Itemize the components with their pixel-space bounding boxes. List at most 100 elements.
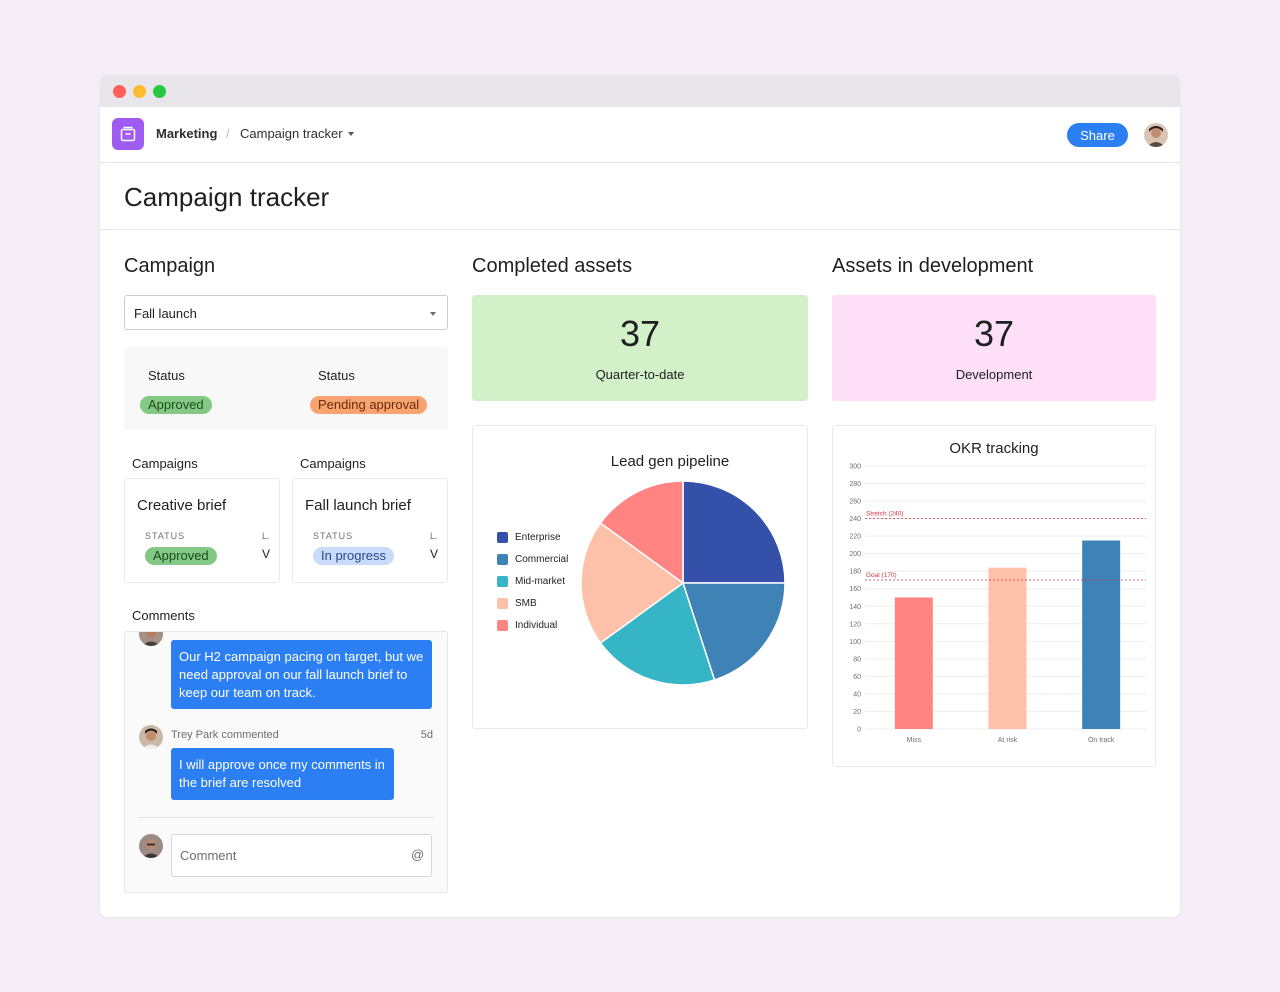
reference-line-label: Stretch (240) xyxy=(866,511,904,518)
breadcrumb-marketing[interactable]: Marketing xyxy=(156,126,218,141)
breadcrumb-project-menu[interactable]: Campaign tracker xyxy=(240,126,354,141)
completed-assets-label: Quarter-to-date xyxy=(595,367,685,382)
status-label: Status xyxy=(318,368,355,383)
minimize-window-button[interactable] xyxy=(133,85,146,98)
card-field-value: V xyxy=(430,547,439,561)
x-tick-label: At risk xyxy=(998,737,1018,744)
mention-icon[interactable]: @ xyxy=(411,847,425,862)
legend-swatch xyxy=(497,532,508,543)
user-avatar[interactable] xyxy=(1144,123,1168,147)
page-header: Campaign tracker xyxy=(100,163,1180,230)
comment-divider xyxy=(139,817,433,818)
pie-chart xyxy=(580,480,786,686)
status-badge-pending-approval[interactable]: Pending approval xyxy=(310,396,428,414)
project-icon[interactable] xyxy=(112,118,144,150)
top-bar: Marketing / Campaign tracker Share xyxy=(100,107,1180,163)
y-tick-label: 160 xyxy=(849,586,861,593)
y-tick-label: 200 xyxy=(849,551,861,558)
development-assets-label: Development xyxy=(955,367,1033,382)
chart-title: OKR tracking xyxy=(949,440,1039,457)
status-badge-approved[interactable]: Approved xyxy=(140,396,212,414)
pie-slice-enterprise xyxy=(682,480,786,584)
chevron-down-icon xyxy=(430,312,436,316)
legend-label: Enterprise xyxy=(515,532,561,543)
comments-label: Comments xyxy=(132,608,195,623)
legend-label: Mid-market xyxy=(515,576,566,587)
comment-timestamp: 5d xyxy=(420,729,433,741)
completed-assets-value: 37 xyxy=(619,313,661,354)
card-field-label: L. xyxy=(262,531,270,541)
legend-item-commercial: Commercial xyxy=(497,554,568,565)
development-assets-stat: 37 Development xyxy=(832,295,1156,401)
maximize-window-button[interactable] xyxy=(153,85,166,98)
legend-swatch xyxy=(497,554,508,565)
y-tick-label: 40 xyxy=(853,691,861,698)
y-tick-label: 280 xyxy=(849,481,861,488)
share-button[interactable]: Share xyxy=(1067,123,1128,147)
page-title: Campaign tracker xyxy=(124,182,330,212)
reference-line-label: Goal (170) xyxy=(866,572,897,579)
campaigns-label: Campaigns xyxy=(132,456,198,471)
bar-at-risk xyxy=(988,567,1027,729)
comment-input[interactable]: Comment xyxy=(171,834,432,877)
campaigns-label: Campaigns xyxy=(300,456,366,471)
x-tick-label: On track xyxy=(1088,737,1115,744)
legend-label: SMB xyxy=(515,598,537,609)
app-window: Marketing / Campaign tracker Share Campa… xyxy=(100,75,1180,917)
campaign-status-panel: Status Approved Status Pending approval xyxy=(124,347,448,430)
chevron-down-icon xyxy=(347,132,354,136)
y-tick-label: 240 xyxy=(849,516,861,523)
status-label: Status xyxy=(148,368,185,383)
campaign-section-title: Campaign xyxy=(124,255,216,277)
legend-swatch xyxy=(497,576,508,587)
chart-title: Lead gen pipeline xyxy=(610,453,730,470)
campaign-select[interactable]: Fall launch xyxy=(124,295,448,330)
card-field-label: L. xyxy=(430,531,438,541)
close-window-button[interactable] xyxy=(113,85,126,98)
y-tick-label: 100 xyxy=(849,639,861,646)
campaign-card-creative-brief[interactable]: Creative brief STATUS L. Approved V xyxy=(124,478,280,583)
campaign-card-fall-launch-brief[interactable]: Fall launch brief STATUS L. In progress … xyxy=(292,478,448,583)
card-field-value: V xyxy=(262,547,271,561)
legend-swatch xyxy=(497,598,508,609)
commenter-avatar xyxy=(139,632,163,646)
lead-gen-pipeline-chart: Lead gen pipeline Enterprise Commercial … xyxy=(472,425,808,729)
legend-item-smb: SMB xyxy=(497,598,537,609)
comment-bubble: Our H2 campaign pacing on target, but we… xyxy=(171,640,432,709)
campaign-select-value: Fall launch xyxy=(134,306,197,321)
bar-chart: 0 20 40 60 80 100 120 140 160 180 200 220 240 260 280 3… xyxy=(849,464,1146,744)
status-badge-approved: Approved xyxy=(145,547,217,565)
status-badge-in-progress: In progress xyxy=(313,547,395,565)
y-tick-label: 300 xyxy=(849,464,861,471)
development-assets-title: Assets in development xyxy=(832,255,1034,277)
breadcrumb-current-label: Campaign tracker xyxy=(240,126,343,141)
completed-assets-title: Completed assets xyxy=(472,255,633,277)
legend-item-enterprise: Enterprise xyxy=(497,532,561,543)
y-tick-label: 220 xyxy=(849,534,861,541)
card-status-label: STATUS xyxy=(145,531,186,541)
bar-miss xyxy=(894,597,933,729)
y-tick-label: 120 xyxy=(849,621,861,628)
y-tick-label: 80 xyxy=(853,656,861,663)
pie-slice-commercial xyxy=(681,582,786,681)
pie-slice-smb xyxy=(580,521,685,645)
pie-slice-individual xyxy=(599,480,684,585)
legend-item-mid-market: Mid-market xyxy=(497,576,565,587)
pie-slice-mid-market xyxy=(599,581,716,686)
commenter-name: Trey Park commented xyxy=(171,729,279,741)
y-tick-label: 180 xyxy=(849,569,861,576)
development-assets-value: 37 xyxy=(973,313,1015,354)
legend-swatch xyxy=(497,620,508,631)
y-tick-label: 20 xyxy=(853,709,861,716)
card-title: Fall launch brief xyxy=(305,497,411,514)
y-tick-label: 60 xyxy=(853,674,861,681)
y-tick-label: 140 xyxy=(849,604,861,611)
card-title: Creative brief xyxy=(137,497,227,514)
y-tick-label: 0 xyxy=(857,727,861,734)
comment-bubble: I will approve once my comments in the b… xyxy=(171,748,394,800)
y-tick-label: 260 xyxy=(849,499,861,506)
legend-label: Commercial xyxy=(515,554,569,565)
legend-label: Individual xyxy=(515,620,558,631)
card-status-label: STATUS xyxy=(313,531,354,541)
comments-panel: Our H2 campaign pacing on target, but we… xyxy=(124,631,448,893)
